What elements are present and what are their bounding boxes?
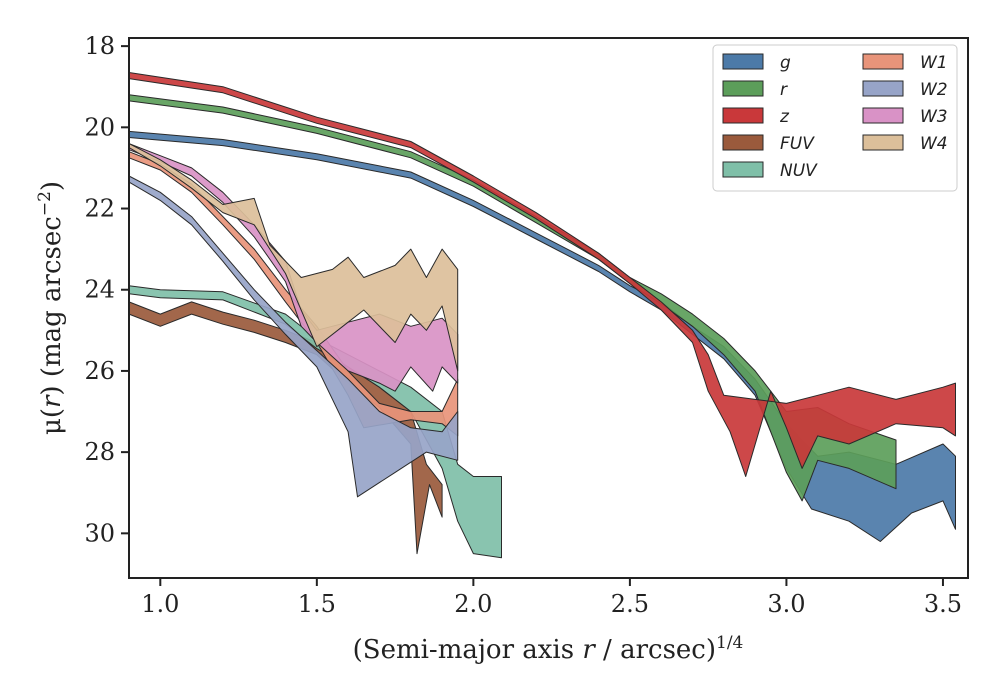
legend-label-nuv: NUV: [780, 161, 818, 181]
y-tick-label: 28: [84, 438, 115, 466]
legend-swatch-g: [722, 53, 764, 70]
legend-label-w1: W1: [920, 53, 948, 73]
legend-swatch-nuv: [722, 161, 764, 178]
legend-swatch-z: [722, 107, 764, 124]
y-axis-label-end: ): [37, 181, 67, 191]
x-axis-label-sup: 1/4: [716, 633, 743, 653]
series-area-fuv: [128, 301, 443, 555]
legend-swatch-w4: [862, 134, 904, 151]
legend-swatch-w3: [862, 107, 904, 124]
y-axis-label-sup: −2: [35, 191, 55, 216]
legend-label-fuv: FUV: [780, 134, 815, 154]
series-area-z: [128, 72, 956, 477]
legend-label-w4: W4: [920, 134, 948, 154]
legend-label-g: g: [780, 53, 791, 73]
legend-items: grz FUV NUV W1 W2 W3 W4: [722, 53, 948, 181]
x-tick-label: 2.0: [454, 590, 492, 618]
y-tick-label: 26: [84, 357, 115, 385]
series-areas: [128, 72, 956, 559]
y-axis-label-var: r: [37, 394, 67, 408]
x-tick-label: 1.5: [298, 590, 336, 618]
legend-swatch-w2: [862, 80, 904, 97]
legend-label-z: z: [779, 107, 790, 127]
x-axis-label-var: r: [582, 635, 596, 665]
legend: grz FUV NUV W1 W2 W3 W4: [712, 44, 958, 192]
y-tick-label: 20: [84, 113, 115, 141]
y-tick-label: 18: [84, 32, 115, 60]
y-tick-label: 30: [84, 519, 115, 547]
y-tick-label: 22: [84, 195, 115, 223]
series-area-g: [128, 130, 956, 542]
x-axis-label-post: / arcsec): [595, 635, 716, 665]
y-axis-label-pre: μ(: [37, 408, 67, 435]
legend-swatch-fuv: [722, 134, 764, 151]
series-area-w2: [128, 175, 459, 498]
y-axis-label-post: ) (mag arcsec: [37, 216, 67, 395]
y-axis-label: μ(r) (mag arcsec−2): [35, 181, 67, 435]
x-axis-label-pre: (Semi-major axis: [353, 635, 583, 665]
plot-frame: [128, 37, 969, 579]
y-tick-label: 24: [84, 276, 115, 304]
x-tick-label: 3.5: [924, 590, 962, 618]
legend-label-w2: W2: [920, 80, 948, 100]
series-area-w4: [128, 143, 459, 372]
x-tick-label: 2.5: [611, 590, 649, 618]
x-tick-label: 3.0: [767, 590, 805, 618]
y-axis-ticks: 18 20 22 24 26 28 30: [84, 32, 129, 547]
legend-label-r: r: [780, 80, 788, 100]
series-area-w3: [128, 143, 459, 392]
x-axis-ticks: 1.0 1.5 2.0 2.5 3.0 3.5: [141, 578, 962, 618]
legend-swatch-r: [722, 80, 764, 97]
legend-swatch-w1: [862, 53, 904, 70]
x-axis-label: (Semi-major axis r / arcsec)1/4: [353, 633, 744, 665]
x-tick-label: 1.0: [141, 590, 179, 618]
legend-label-w3: W3: [920, 107, 948, 127]
